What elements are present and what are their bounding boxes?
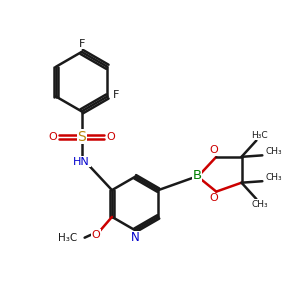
Text: N: N (131, 231, 140, 244)
Text: F: F (112, 90, 119, 100)
Text: F: F (79, 39, 85, 49)
Text: H₃C: H₃C (251, 131, 268, 140)
Text: O: O (106, 132, 115, 142)
Text: O: O (48, 132, 57, 142)
Text: O: O (209, 193, 218, 203)
Text: HN: HN (73, 157, 90, 167)
Text: S: S (77, 130, 86, 144)
Text: CH₃: CH₃ (266, 147, 283, 156)
Text: CH₃: CH₃ (266, 173, 283, 182)
Text: O: O (91, 230, 100, 240)
Text: CH₃: CH₃ (251, 200, 268, 208)
Text: H₃C: H₃C (58, 233, 77, 243)
Text: O: O (209, 145, 218, 155)
Text: B: B (192, 169, 202, 182)
